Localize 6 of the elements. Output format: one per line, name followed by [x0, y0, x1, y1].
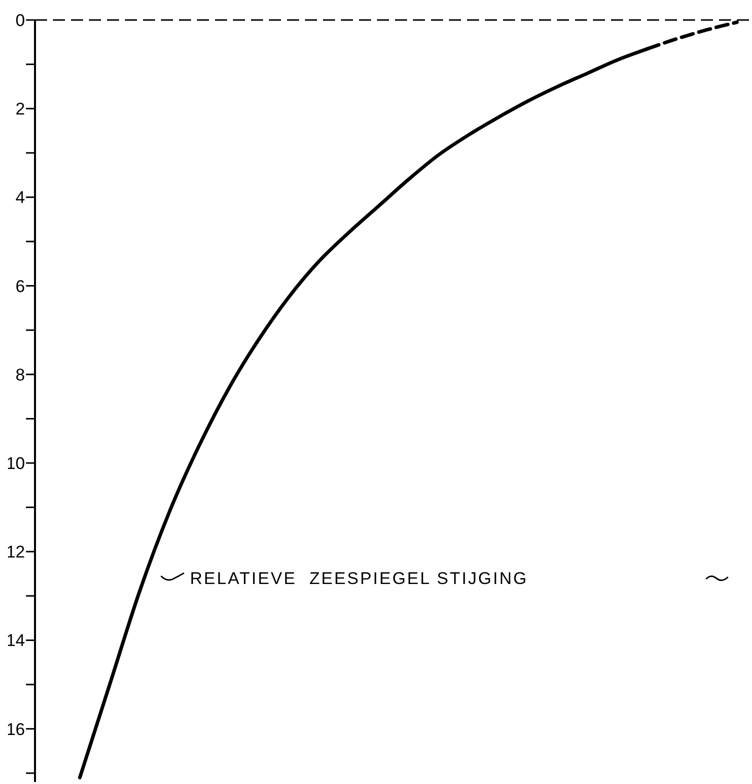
y-tick-label: 8 [16, 365, 25, 384]
y-tick-label: 2 [16, 100, 25, 119]
y-tick-label: 6 [16, 276, 25, 296]
y-tick-label: 4 [16, 188, 25, 208]
y-tick-label: 0 [16, 10, 25, 30]
annotation: RELATIEVE ZEESPIEGEL STIJGING [190, 569, 528, 588]
